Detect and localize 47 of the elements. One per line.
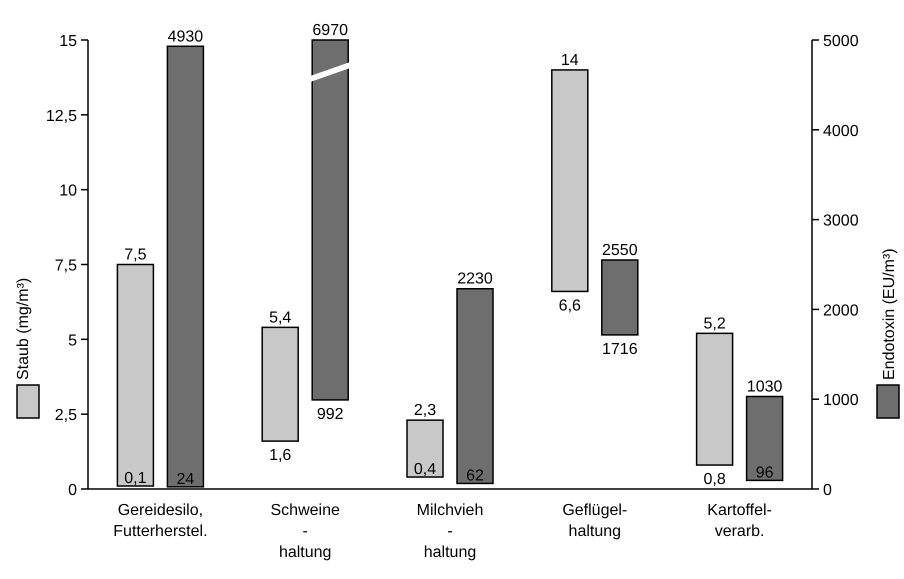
bar [406,419,444,478]
y2-tick-label: 5000 [823,33,859,50]
y-tick-label: 2,5 [54,407,78,424]
y2-tick-label: 3000 [823,212,859,230]
y2-tick-label: 2000 [823,302,859,320]
bar [601,259,639,336]
data-label: 5,4 [269,309,292,326]
y-tick-label: 12,5 [46,108,78,125]
data-label: 6970 [312,22,348,39]
x-tick-label: Kartoffel- verarb. [707,502,772,540]
annotation: 0,4 [414,461,436,478]
y2-tick-label: 1000 [823,392,859,410]
annotation: 96 [756,464,774,482]
data-label: 2230 [457,270,493,288]
bar [456,288,494,484]
y2-axis-title: Endotoxin (EU/m³) [881,248,898,380]
y2-tick-label: 0 [823,482,832,499]
bar [551,69,589,292]
y-tick-label: 5 [68,332,78,350]
annotation: 24 [176,470,194,488]
annotation: 6,6 [558,297,582,314]
annotation: 992 [316,406,344,423]
data-label: 1030 [746,378,782,396]
data-label: 7,5 [124,246,147,264]
x-tick-label: Gereidesilo, Futterherstel. [113,502,208,540]
data-label: 2,3 [414,402,436,420]
bar [746,396,784,482]
annotation: 0,8 [703,471,726,488]
x-tick-label: Milchvieh - haltung [416,502,484,561]
data-label: 5,2 [703,315,726,332]
bar [696,332,734,466]
annotation: 1716 [602,340,638,358]
data-label: 14 [560,52,579,69]
data-label: 4930 [168,28,204,46]
annotation: 1,6 [269,447,292,464]
y-axis-title: Staub (mg/m³) [15,278,32,380]
annotation: 0,1 [124,470,147,488]
x-tick-label: Geflügel- haltung [562,502,628,540]
y-tick-label: 15 [59,33,78,50]
x-tick-label: Schweine - haltung [270,502,340,561]
y-tick-label: 0 [68,482,78,499]
bar [261,326,299,442]
y-tick-label: 7,5 [54,258,78,274]
annotation: 62 [466,467,484,484]
y2-tick-label: 4000 [823,122,859,140]
data-label: 2550 [602,242,638,260]
y-tick-label: 10 [59,182,78,200]
